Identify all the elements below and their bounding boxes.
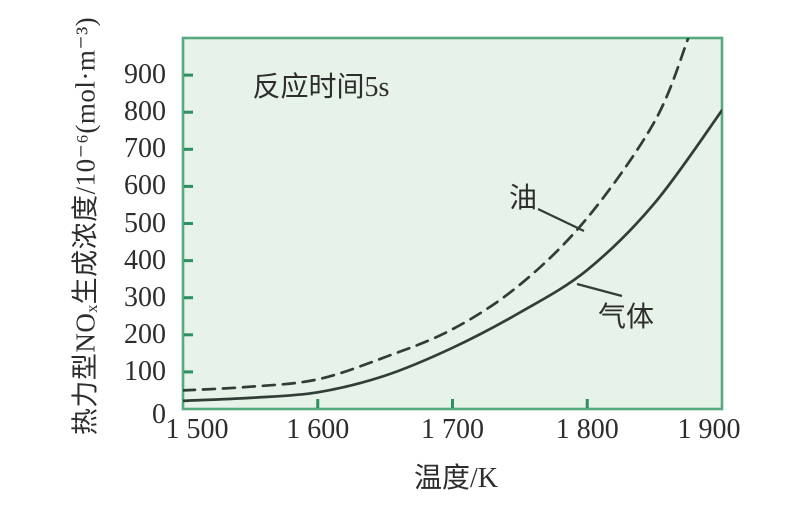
y-tick-label: 200 bbox=[124, 318, 166, 350]
oil-curve-label: 油 bbox=[508, 183, 538, 214]
y-tick-label: 500 bbox=[124, 207, 166, 239]
gas-curve bbox=[183, 108, 722, 403]
gas-curve-label: 气体 bbox=[597, 302, 655, 333]
y-axis-title: 热力型NOₓ生成浓度/10⁻⁶(mol·m⁻³) bbox=[70, 16, 101, 436]
oil-curve bbox=[183, 38, 690, 392]
gas-label-leader-line bbox=[576, 282, 623, 298]
x-tick-label: 1 900 bbox=[677, 414, 741, 445]
y-tick-label: 900 bbox=[124, 59, 166, 91]
y-tick-label: 800 bbox=[124, 96, 166, 128]
y-tick-label: 300 bbox=[124, 281, 166, 313]
y-tick-label: 100 bbox=[124, 355, 166, 387]
y-tick-label: 400 bbox=[124, 244, 166, 276]
x-tick-label: 1 700 bbox=[421, 414, 484, 445]
oil-label-leader-line bbox=[537, 208, 585, 232]
x-tick-label: 1 600 bbox=[286, 414, 350, 445]
reaction-time-annotation: 反应时间5s bbox=[252, 72, 390, 103]
x-tick-label: 1 800 bbox=[555, 414, 619, 445]
y-tick-label: 600 bbox=[124, 170, 166, 202]
y-tick-label: 0 bbox=[152, 399, 166, 430]
y-tick-label: 700 bbox=[124, 133, 166, 165]
x-tick-label: 1 500 bbox=[165, 414, 229, 445]
x-axis-title: 温度/K bbox=[413, 463, 499, 494]
